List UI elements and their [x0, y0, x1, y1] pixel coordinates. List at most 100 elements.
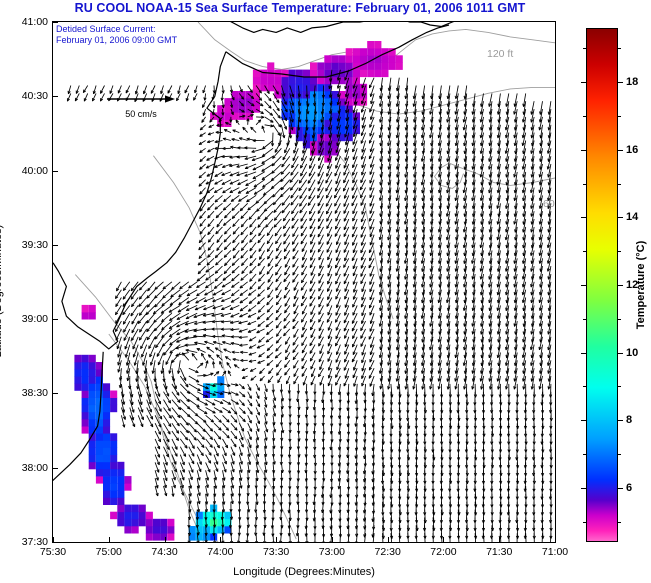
current-vector-head [507, 504, 511, 508]
current-vector [130, 289, 139, 300]
current-vector [480, 203, 484, 217]
current-vector-head [498, 441, 502, 445]
sst-pixel [345, 112, 353, 120]
current-vector-head [219, 361, 223, 365]
current-vector [498, 360, 501, 374]
current-vector-head [547, 331, 551, 335]
current-vector-head [256, 453, 260, 458]
current-vector [335, 242, 341, 253]
current-vector [464, 360, 468, 374]
current-vector-head [313, 399, 317, 403]
current-vector [505, 211, 510, 225]
current-vector-head [262, 509, 266, 514]
current-vector-head [473, 433, 477, 437]
current-vector-head [530, 307, 534, 312]
current-vector [179, 462, 185, 473]
current-vector [413, 163, 417, 178]
current-vector-head [456, 488, 460, 492]
current-vector-head [462, 189, 466, 194]
current-vector-head [304, 438, 309, 442]
current-vector-head [397, 457, 401, 461]
current-vector-head [547, 236, 551, 241]
current-vector [447, 242, 451, 256]
current-vector [137, 391, 143, 405]
sst-pixel [267, 62, 275, 70]
map-plot-area[interactable]: 120 ft600 ft Detided Surface Current: Fe… [52, 21, 556, 543]
current-vector [430, 195, 434, 209]
current-vector-head [258, 339, 262, 343]
current-vector [489, 375, 493, 390]
current-vector [266, 305, 274, 313]
current-vector-head [318, 288, 322, 292]
current-vector-head [198, 461, 202, 465]
current-vector [222, 470, 225, 481]
current-vector-head [389, 457, 393, 461]
current-vector [413, 281, 417, 296]
current-vector [264, 423, 268, 433]
current-vector-head [432, 512, 436, 516]
current-vector-head [223, 262, 228, 267]
current-vector-head [118, 384, 122, 389]
current-vector-head [330, 486, 334, 491]
current-vector-head [361, 288, 365, 293]
current-vector [424, 423, 426, 437]
current-vector-head [191, 460, 195, 465]
current-vector-head [421, 299, 425, 304]
current-vector-head [440, 394, 444, 398]
current-vector [179, 446, 187, 457]
current-vector-head [446, 323, 450, 327]
current-vector-head [532, 425, 536, 429]
current-vector [539, 171, 543, 186]
current-vector-head [197, 270, 202, 275]
current-vector-head [116, 345, 120, 350]
current-vector [370, 344, 375, 355]
current-vector-head [221, 334, 226, 338]
current-vector [497, 289, 501, 304]
current-vector-head [387, 386, 391, 390]
current-vector-head [490, 402, 494, 406]
current-vector-head [406, 472, 411, 477]
current-vector [301, 265, 308, 276]
current-vector-head [338, 502, 342, 506]
current-vector-head [437, 189, 442, 194]
current-vector-head [309, 217, 313, 222]
current-vector [327, 320, 333, 331]
current-vector-head [305, 517, 309, 521]
current-vector-head [239, 314, 243, 318]
current-vector [380, 163, 383, 178]
current-vector-head [379, 182, 383, 186]
current-vector-head [317, 157, 321, 162]
current-vector-head [505, 307, 509, 312]
current-vector [140, 336, 148, 349]
current-vector [516, 454, 519, 469]
current-vector-head [223, 239, 227, 243]
current-vector [422, 313, 426, 327]
current-vector [275, 320, 282, 329]
current-vector [352, 163, 358, 176]
current-vector-head [522, 346, 526, 351]
current-vector-head [513, 166, 517, 170]
current-vector [497, 163, 501, 178]
current-vector [198, 195, 206, 203]
current-vector [230, 485, 234, 497]
current-vector [154, 423, 161, 435]
current-vector-head [153, 319, 157, 323]
current-vector-head [246, 517, 250, 521]
sst-pixel [288, 91, 296, 99]
current-vector [120, 407, 126, 420]
current-vector-head [455, 362, 459, 367]
current-vector [379, 336, 383, 350]
current-vector-head [281, 429, 285, 434]
current-vector-head [272, 437, 276, 442]
current-vector [310, 250, 316, 261]
current-vector-head [248, 359, 253, 363]
current-vector-head [413, 331, 417, 335]
current-vector-head [334, 210, 338, 214]
sst-pixel [267, 76, 275, 85]
current-vector [369, 273, 375, 285]
current-vector-head [305, 486, 309, 490]
current-vector [397, 195, 400, 209]
current-vector-head [221, 509, 226, 513]
current-vector-head [431, 402, 435, 406]
current-vector [236, 171, 248, 176]
